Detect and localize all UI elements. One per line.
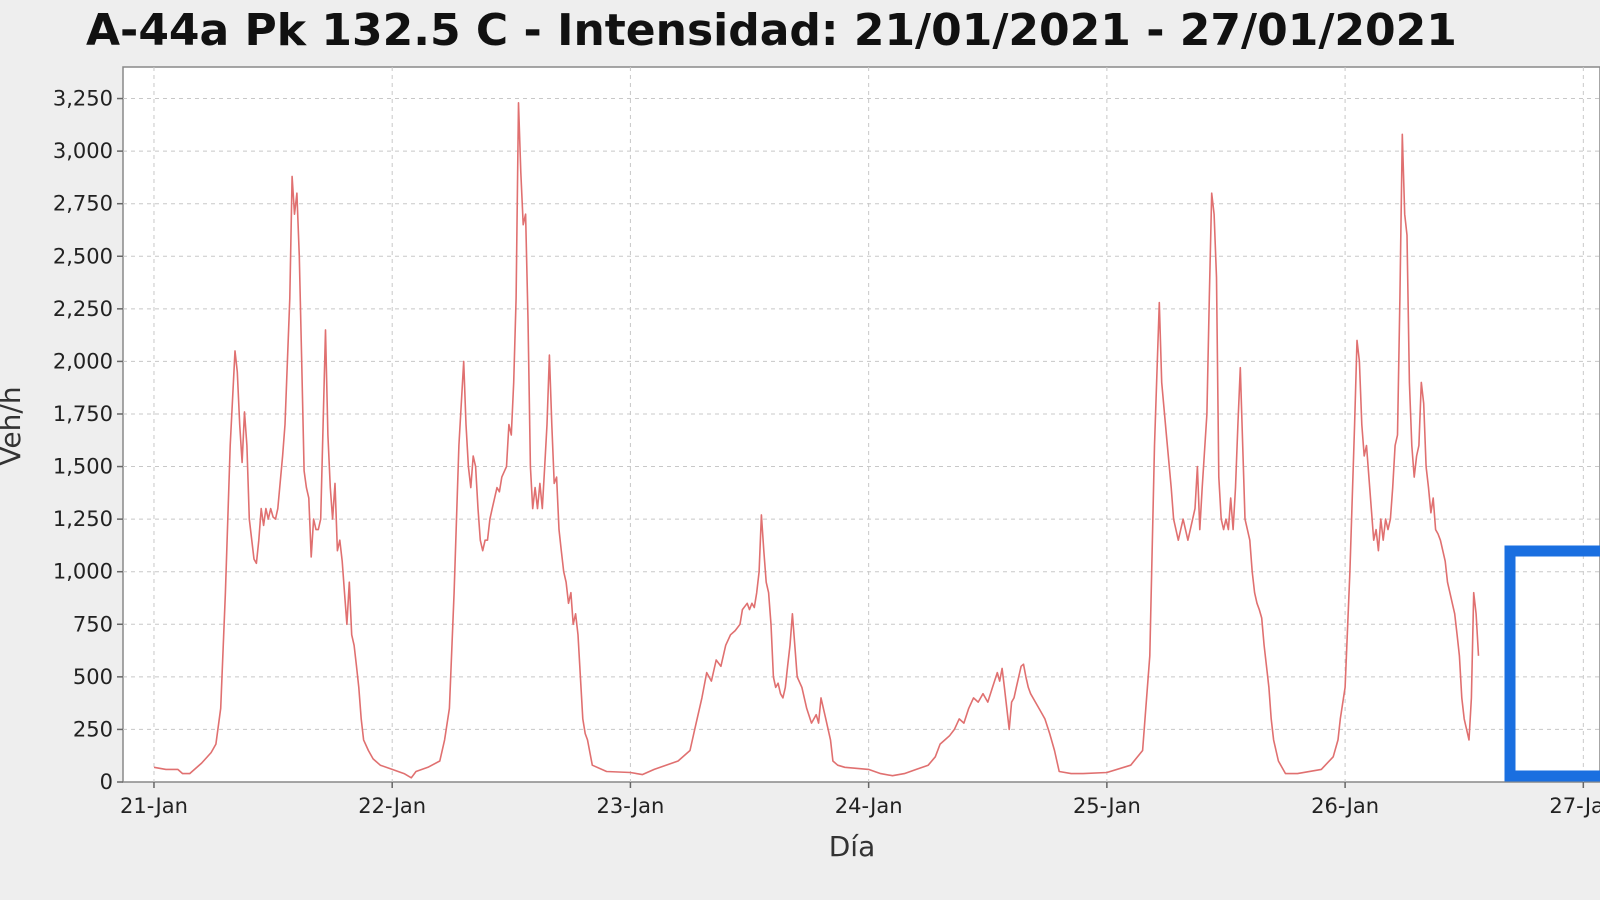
y-tick-label: 250 [73,717,113,741]
x-tick-label: 21-Jan [120,794,188,818]
highlight-box [1504,545,1600,782]
chart-title: A-44a Pk 132.5 C - Intensidad: 21/01/202… [86,5,1457,56]
y-tick-label: 1,000 [53,560,113,584]
plot-area [122,66,1600,783]
y-axis: 0 250 500 750 1,000 1,250 1,500 1,750 2,000 2,250… [53,87,123,794]
gridlines [123,67,1600,782]
y-tick-label: 0 [100,770,113,794]
x-tick-label: 23-Jan [596,794,664,818]
y-tick-label: 1,500 [53,455,113,479]
series-line-intensidad [153,102,1480,779]
x-axis-label: Día [829,830,876,863]
y-tick-label: 2,250 [53,297,113,321]
y-tick-label: 2,500 [53,244,113,268]
y-tick-label: 750 [73,612,113,636]
x-tick-label: 24-Jan [835,794,903,818]
y-tick-label: 2,750 [53,192,113,216]
y-tick-label: 500 [73,665,113,689]
x-tick-label: 25-Jan [1073,794,1141,818]
y-tick-label: 3,250 [53,87,113,111]
y-axis-label: Veh/h [0,386,27,465]
y-tick-label: 1,750 [53,402,113,426]
y-tick-label: 3,000 [53,139,113,163]
x-tick-label: 27-Jan [1549,794,1600,818]
y-tick-label: 2,000 [53,349,113,373]
x-tick-label: 22-Jan [358,794,426,818]
x-tick-label: 26-Jan [1311,794,1379,818]
y-tick-label: 1,250 [53,507,113,531]
x-axis: 21-Jan 22-Jan 23-Jan 24-Jan 25-Jan 26-Jan 27-J… [120,782,1600,818]
